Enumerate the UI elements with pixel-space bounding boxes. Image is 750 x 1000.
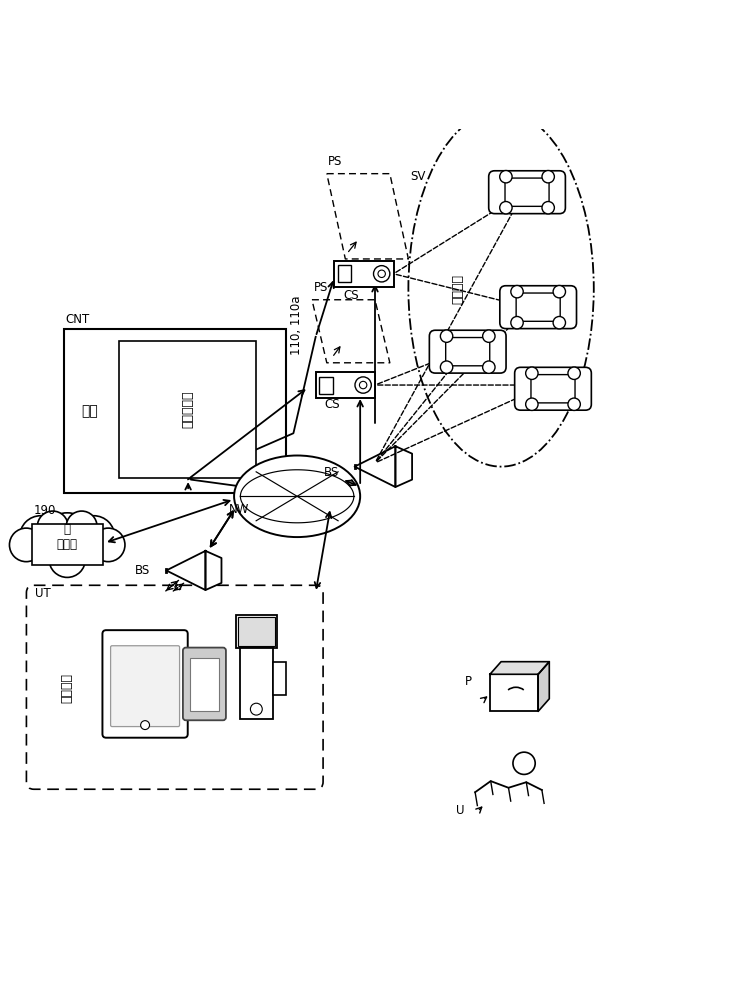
Polygon shape [166,551,206,590]
Text: U: U [455,804,464,817]
Bar [338,265,351,282]
Polygon shape [538,662,549,711]
Text: 中心: 中心 [81,404,98,418]
Text: BS: BS [324,466,340,479]
Circle shape [542,171,554,183]
Circle shape [511,316,524,329]
Circle shape [483,330,495,342]
Circle shape [141,721,149,730]
Bar [236,615,277,648]
FancyBboxPatch shape [514,367,591,410]
Text: NW: NW [229,503,249,516]
FancyBboxPatch shape [103,630,188,738]
Circle shape [10,528,43,562]
Circle shape [355,377,371,393]
Circle shape [66,511,97,542]
FancyBboxPatch shape [183,648,226,720]
Polygon shape [206,551,221,590]
Circle shape [568,367,580,379]
FancyBboxPatch shape [110,646,179,727]
FancyBboxPatch shape [429,330,506,373]
Circle shape [568,398,580,410]
Text: PS: PS [314,281,328,294]
Bar [64,329,286,493]
Circle shape [378,270,386,277]
Circle shape [526,367,538,379]
Text: 用户终端: 用户终端 [61,673,74,703]
Circle shape [359,381,367,389]
Text: 服务车辆: 服务车辆 [452,274,464,304]
Circle shape [553,316,566,329]
Circle shape [500,202,512,214]
Bar [32,524,103,565]
Circle shape [39,513,95,569]
Circle shape [440,330,453,342]
Bar [316,372,375,398]
FancyBboxPatch shape [505,178,549,206]
Text: 110, 110a: 110, 110a [290,296,303,355]
Bar [490,674,538,711]
Bar [240,648,273,719]
Bar [119,341,256,478]
Bar [320,377,333,394]
FancyBboxPatch shape [516,293,560,321]
Circle shape [513,752,535,774]
Circle shape [500,171,512,183]
Text: SV: SV [410,170,426,183]
FancyBboxPatch shape [500,286,577,329]
Circle shape [38,511,68,542]
Text: CS: CS [325,398,340,411]
Circle shape [511,285,524,298]
Bar [334,261,394,287]
Text: 运行管理器: 运行管理器 [182,391,194,428]
Text: P: P [464,675,472,688]
Polygon shape [355,446,395,487]
Circle shape [440,361,453,373]
FancyBboxPatch shape [531,375,575,403]
Text: BS: BS [135,564,150,577]
Bar [238,617,274,646]
Text: CNT: CNT [66,313,90,326]
Circle shape [20,516,62,558]
Circle shape [526,398,538,410]
Circle shape [251,703,262,715]
Circle shape [49,541,86,577]
Text: CS: CS [343,289,358,302]
FancyBboxPatch shape [190,658,219,711]
Text: 190: 190 [34,504,56,517]
Text: 云
服务器: 云 服务器 [57,523,78,551]
Bar [273,662,286,695]
FancyBboxPatch shape [26,585,323,789]
FancyBboxPatch shape [489,171,566,214]
Circle shape [542,202,554,214]
Circle shape [553,285,566,298]
Text: UT: UT [35,587,51,600]
Circle shape [73,516,115,558]
Polygon shape [395,446,412,487]
Circle shape [374,266,390,282]
Circle shape [92,528,125,562]
FancyBboxPatch shape [446,338,490,366]
Polygon shape [490,662,549,674]
Ellipse shape [234,456,360,537]
Circle shape [483,361,495,373]
Text: PS: PS [328,155,343,168]
